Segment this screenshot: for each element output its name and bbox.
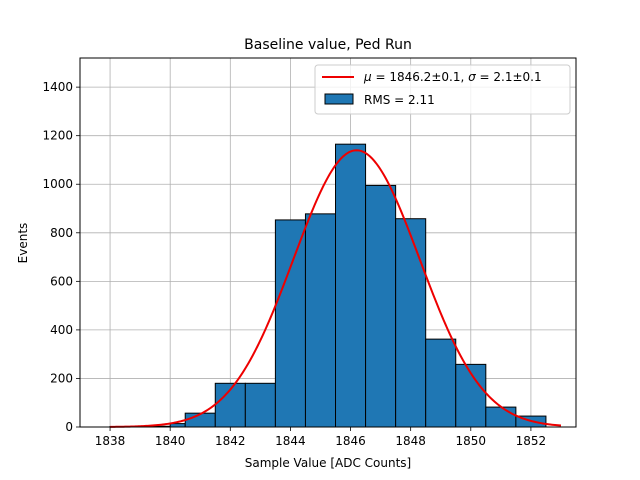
histogram-bar [244,382,276,428]
legend-mu-value: = 1846.2±0.1, [372,70,468,84]
y-tick-label: 1000 [42,177,73,191]
legend-histogram-label: RMS = 2.11 [364,93,435,107]
x-tick-label: 1846 [335,434,366,448]
legend-box [314,64,571,115]
histogram-bar [365,184,397,428]
histogram-bars [109,143,547,428]
legend-histogram-swatch [324,93,354,105]
x-tick-label: 1848 [395,434,426,448]
y-axis-ticks: 0 200 400 600 800 1000 1200 1400 [42,80,80,434]
x-tick-label: 1850 [456,434,487,448]
y-tick-label: 1400 [42,80,73,94]
histogram-bar [169,423,186,428]
histogram-bar [274,219,306,428]
y-axis-label: Events [16,223,30,264]
histogram-bar [485,406,517,428]
fit-curve [110,149,562,428]
plot-frame [79,57,577,428]
histogram-bar [425,338,457,428]
x-tick-label: 1852 [516,434,547,448]
y-tick-label: 600 [50,274,73,288]
histogram-bar [335,143,367,428]
legend-sigma-value: = 2.1±0.1 [476,70,542,84]
fit-curve-group [110,149,562,428]
y-tick-label: 0 [65,420,73,434]
y-tick-label: 400 [50,323,73,337]
x-tick-label: 1844 [275,434,306,448]
histogram-bar [184,412,216,428]
legend: μ = 1846.2±0.1, σ = 2.1±0.1 RMS = 2.11 [314,64,571,115]
chart-title: Baseline value, Ped Run [244,37,412,53]
legend-sigma-symbol: σ [468,70,476,84]
legend-fit-label: μ = 1846.2±0.1, σ = 2.1±0.1 [363,70,542,84]
x-tick-label: 1840 [155,434,186,448]
histogram-bar [304,213,337,428]
x-axis-ticks: 1838 1840 1842 1844 1846 1848 1850 1852 [95,427,546,448]
x-axis-label: Sample Value [ADC Counts] [245,456,411,470]
x-tick-label: 1842 [215,434,246,448]
y-tick-label: 1200 [42,129,73,143]
x-tick-label: 1838 [95,434,126,448]
y-tick-label: 800 [50,226,73,240]
histogram-bar [395,218,427,428]
y-tick-label: 200 [50,371,73,385]
legend-mu-symbol: μ [363,70,372,84]
